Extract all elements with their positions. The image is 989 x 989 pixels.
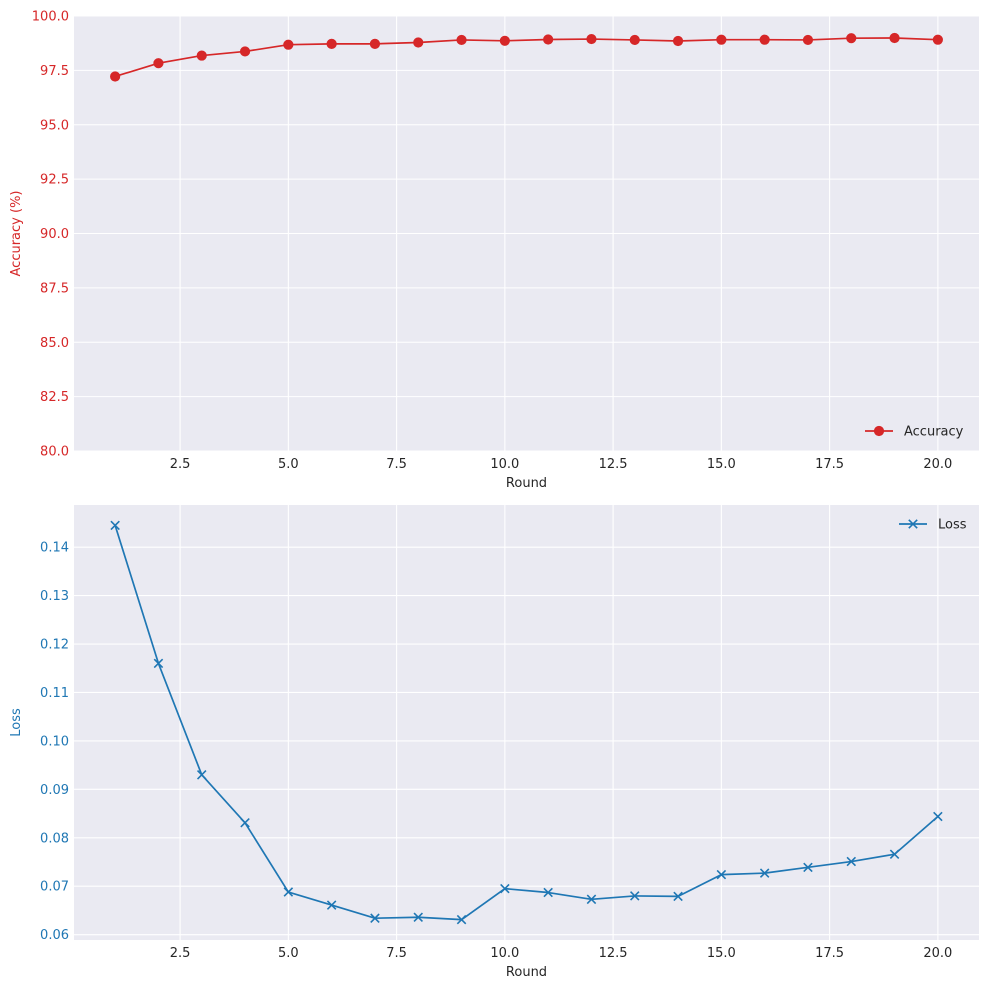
loss-data-point [716,869,727,880]
accuracy-data-point [932,34,943,45]
loss-y-tick-label: 0.07 [40,880,69,895]
loss-data-point [196,770,207,780]
loss-data-point [629,891,640,901]
accuracy-y-tick-label: 87.5 [40,281,69,296]
accuracy-data-point [759,34,770,45]
loss-x-tick-label: 20.0 [923,946,952,961]
accuracy-x-tick-label: 2.5 [170,457,191,472]
loss-x-axis-label: Round [506,965,547,980]
loss-y-tick-label: 0.09 [40,783,69,798]
accuracy-legend: Accuracy [865,425,964,440]
accuracy-data-point [586,33,597,45]
loss-y-tick-label: 0.12 [40,638,69,653]
loss-x-tick-label: 7.5 [386,946,407,961]
accuracy-y-tick-label: 82.5 [40,390,69,405]
accuracy-x-tick-label: 17.5 [815,457,844,472]
accuracy-x-tick-label: 15.0 [707,457,736,472]
loss-x-tick-label: 17.5 [815,946,844,961]
loss-x-tick-label: 10.0 [490,946,519,961]
loss-y-tick-label: 0.14 [40,541,69,556]
loss-data-point [326,900,337,910]
accuracy-y-axis-label: Accuracy (%) [9,191,24,277]
accuracy-legend-marker [873,425,885,437]
accuracy-data-point [456,34,467,46]
loss-x-tick-label: 12.5 [599,946,628,961]
accuracy-data-point [413,37,424,48]
loss-data-point [846,856,857,867]
accuracy-data-point [543,34,554,45]
loss-data-point [283,887,294,897]
loss-data-point [889,849,900,860]
accuracy-y-tick-label: 85.0 [40,336,69,351]
loss-x-tick-label: 15.0 [707,946,736,961]
loss-data-point [413,912,424,922]
loss-data-point [933,811,943,822]
loss-y-tick-label: 0.10 [40,734,69,749]
loss-y-tick-label: 0.08 [40,831,69,846]
accuracy-legend-label: Accuracy [904,425,964,440]
accuracy-data-point [499,35,510,46]
accuracy-data-point [110,71,121,82]
loss-data-point [586,894,597,905]
loss-plot-area [74,505,979,940]
accuracy-y-tick-label: 92.5 [40,173,69,188]
accuracy-data-point [629,34,640,46]
accuracy-data-point [326,38,337,49]
accuracy-y-tick-label: 100.0 [32,10,69,25]
accuracy-x-tick-label: 7.5 [386,457,407,472]
loss-data-point [803,862,813,873]
loss-y-axis-label: Loss [9,708,24,737]
loss-legend-label: Loss [938,518,967,533]
accuracy-x-axis-label: Round [506,476,547,491]
accuracy-series-line [114,37,938,78]
loss-x-tick-label: 2.5 [170,946,191,961]
accuracy-x-tick-label: 12.5 [599,457,628,472]
accuracy-data-point [239,46,251,57]
loss-y-tick-label: 0.13 [40,589,69,604]
accuracy-data-point [196,50,207,61]
loss-x-tick-label: 5.0 [278,946,299,961]
accuracy-data-point [889,32,900,44]
accuracy-chart: 2.5 5.0 7.5 10.0 12.5 15.0 17.5 20.0 80.0 82.5 85.… [9,10,979,491]
loss-legend: Loss [899,518,967,533]
accuracy-data-point [716,34,727,45]
loss-data-point [759,868,770,878]
loss-data-point [153,658,164,669]
loss-series-line [114,525,939,921]
accuracy-x-tick-label: 5.0 [278,457,299,472]
loss-data-point [110,520,120,531]
accuracy-y-tick-label: 80.0 [40,445,69,460]
loss-data-point [240,818,250,828]
loss-data-point [370,913,380,923]
loss-data-point [456,914,467,925]
accuracy-data-point [802,34,814,46]
loss-data-point [500,883,510,894]
accuracy-y-tick-label: 95.0 [40,118,69,133]
accuracy-data-point [846,33,857,44]
accuracy-x-tick-label: 10.0 [490,457,519,472]
accuracy-data-point [153,58,164,69]
loss-y-tick-label: 0.06 [40,928,69,943]
accuracy-data-point [369,38,381,49]
accuracy-data-point [672,35,684,47]
accuracy-y-tick-label: 90.0 [40,227,69,242]
accuracy-y-tick-label: 97.5 [40,64,69,79]
loss-data-point [543,887,553,898]
accuracy-data-point [283,39,294,50]
accuracy-x-tick-label: 20.0 [923,457,952,472]
loss-y-tick-label: 0.11 [40,686,69,701]
loss-chart: 2.5 5.0 7.5 10.0 12.5 15.0 17.5 20.0 0.06 0.07 0.0… [9,505,979,980]
loss-legend-marker [908,519,918,529]
loss-data-point [673,891,683,902]
